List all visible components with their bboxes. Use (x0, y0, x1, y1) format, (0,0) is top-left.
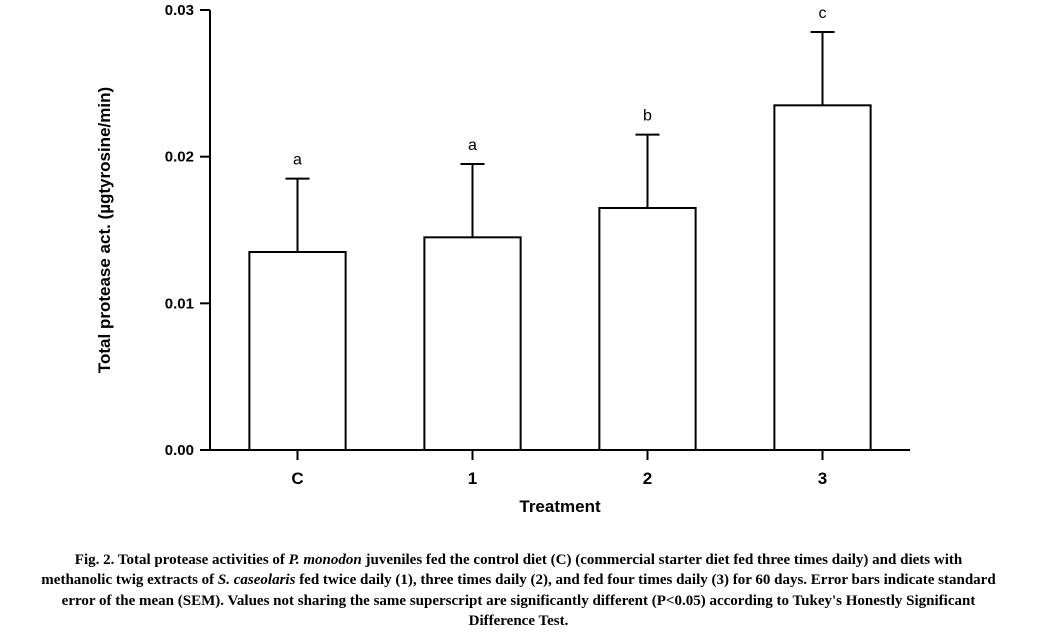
caption-species-1: P. monodon (289, 552, 362, 568)
bar-annotation: a (293, 152, 302, 169)
caption-species-2: S. caseolaris (218, 572, 296, 588)
y-tick-label: 0.01 (165, 295, 194, 312)
y-tick-label: 0.00 (165, 442, 194, 459)
bar-annotation: b (643, 108, 652, 125)
x-tick-label: 3 (818, 469, 827, 488)
y-tick-label: 0.03 (165, 2, 194, 19)
bar-chart: 0.00 0.01 0.02 0.03 Total protease act. (µgt… (60, 0, 930, 520)
bar (599, 208, 695, 450)
y-tick-label: 0.02 (165, 149, 194, 166)
bar (424, 237, 520, 450)
caption-text: Fig. 2. Total protease activities of (75, 552, 289, 568)
x-axis-label: Treatment (519, 497, 601, 516)
x-tick-label: 2 (643, 469, 652, 488)
y-axis-label: Total protease act. (µgtyrosine/min) (95, 87, 114, 373)
figure-caption: Fig. 2. Total protease activities of P. … (40, 550, 997, 631)
bar-annotation: a (468, 137, 477, 154)
bar (249, 252, 345, 450)
bar (774, 105, 870, 450)
page: 0.00 0.01 0.02 0.03 Total protease act. (µgt… (0, 0, 1037, 643)
x-tick-label: C (291, 469, 303, 488)
bar-annotation: c (819, 5, 827, 22)
x-tick-label: 1 (468, 469, 477, 488)
chart-container: 0.00 0.01 0.02 0.03 Total protease act. (µgt… (60, 0, 930, 525)
